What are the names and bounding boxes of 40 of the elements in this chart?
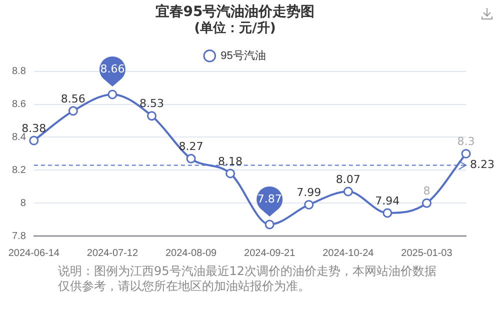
point	[186, 154, 196, 164]
data-label: 8.07	[336, 172, 360, 186]
point	[461, 148, 471, 158]
data-label: 8.18	[218, 154, 243, 168]
y-tick-label: 8.4	[12, 132, 26, 143]
x-tick-label: 2025-01-03	[401, 248, 453, 259]
y-tick-label: 8.2	[12, 164, 26, 176]
chart-subtitle: (单位：元/升)	[194, 20, 276, 36]
y-tick-label: 8.8	[12, 66, 26, 78]
x-tick-label: 2024-09-21	[244, 248, 296, 259]
data-label: 7.94	[375, 194, 400, 208]
data-label: 8	[423, 184, 430, 198]
point	[304, 200, 314, 210]
text: 说明：图例为江西95号汽油最近12次调价的油价走势，本网站油价数据仅供参考，请以您所在地区的加油站报价为准。	[58, 264, 438, 294]
point	[226, 168, 236, 178]
legend-label: 95号汽油	[220, 48, 266, 62]
data-label: 8.27	[178, 140, 204, 153]
point	[108, 90, 118, 100]
data-label: 7.87	[257, 192, 282, 206]
point	[422, 198, 432, 208]
chart-title: 宜春95号汽油油价走势图	[155, 3, 315, 20]
point	[146, 111, 156, 121]
y-tick-label: 7.8	[12, 230, 26, 242]
data-label: 8.56	[60, 92, 86, 106]
point	[68, 106, 78, 116]
data-label: 8.66	[100, 62, 125, 76]
point	[29, 136, 39, 146]
x-tick-label: 2024-06-14	[8, 248, 60, 259]
data-label: 8.53	[139, 97, 164, 110]
ref-line-label: 8.23	[470, 158, 494, 172]
x-tick-label: 2024-10-24	[322, 248, 374, 259]
x-tick-label: 2024-07-12	[86, 248, 138, 259]
point	[264, 220, 274, 230]
point	[343, 186, 353, 196]
x-tick-label: 2024-08-09	[165, 248, 218, 259]
data-label: 8.3	[457, 135, 475, 148]
data-label: 7.99	[296, 186, 322, 200]
y-tick-label: 8	[20, 198, 26, 209]
point	[382, 208, 392, 218]
y-tick-label: 8.6	[12, 99, 26, 110]
